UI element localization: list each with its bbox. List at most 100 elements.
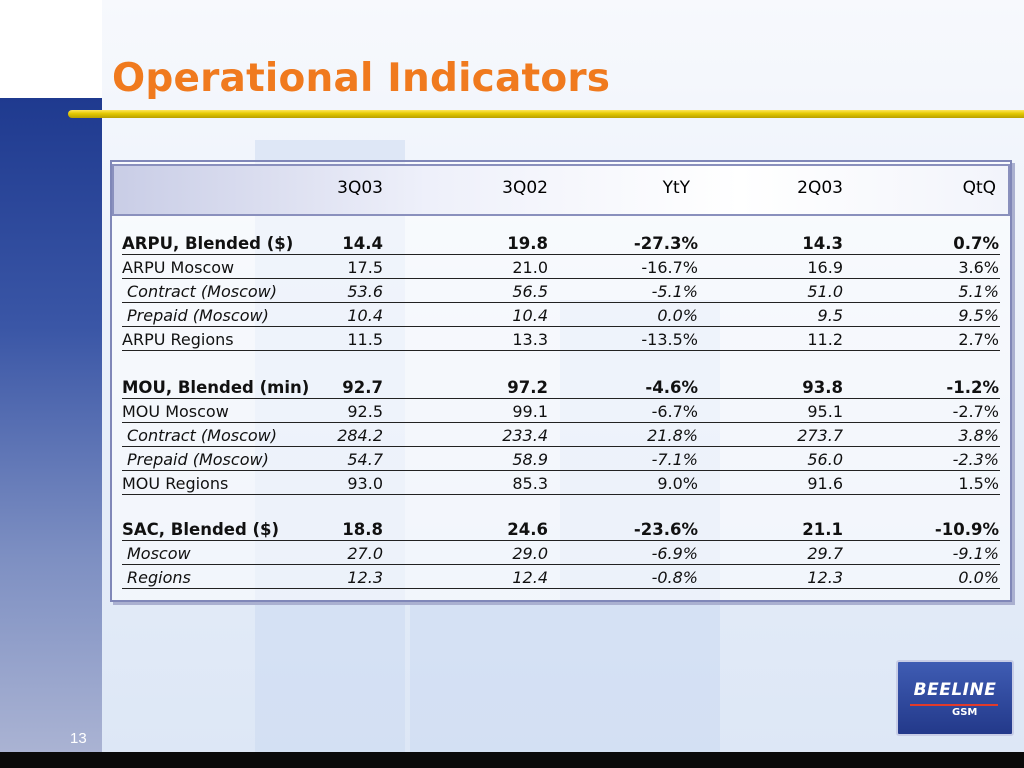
cell-2q03: 12.3 bbox=[807, 568, 843, 587]
cell-qtq: 1.5% bbox=[958, 474, 999, 493]
indicators-table-panel bbox=[110, 160, 1012, 602]
cell-qtq: -10.9% bbox=[934, 520, 999, 539]
cell-3q03: 284.2 bbox=[337, 426, 383, 445]
row-underline bbox=[548, 540, 698, 541]
table-row: MOU, Blended (min) 92.7 97.2 -4.6% 93.8 -1.2% bbox=[0, 376, 1024, 400]
row-underline bbox=[843, 494, 1000, 495]
title-underline-bar bbox=[68, 110, 1024, 118]
cell-2q03: 16.9 bbox=[807, 258, 843, 277]
cell-3q03: 11.5 bbox=[347, 330, 383, 349]
cell-qtq: -2.7% bbox=[952, 402, 999, 421]
bottom-bar bbox=[0, 752, 1024, 768]
row-label: Prepaid (Moscow) bbox=[127, 450, 269, 469]
row-underline bbox=[122, 326, 384, 327]
row-underline bbox=[548, 494, 698, 495]
row-underline bbox=[122, 350, 384, 351]
row-underline bbox=[548, 422, 698, 423]
cell-3q02: 99.1 bbox=[512, 402, 548, 421]
row-underline bbox=[548, 302, 698, 303]
row-underline bbox=[548, 446, 698, 447]
row-label: Regions bbox=[127, 568, 191, 587]
cell-qtq: 5.1% bbox=[958, 282, 999, 301]
row-underline bbox=[548, 588, 698, 589]
cell-yty: -23.6% bbox=[633, 520, 698, 539]
table-row: Prepaid (Moscow) 54.7 58.9 -7.1% 56.0 -2.3% bbox=[0, 448, 1024, 472]
table-row: MOU Regions 93.0 85.3 9.0% 91.6 1.5% bbox=[0, 472, 1024, 496]
table-row: Moscow 27.0 29.0 -6.9% 29.7 -9.1% bbox=[0, 542, 1024, 566]
cell-3q03: 18.8 bbox=[342, 520, 383, 539]
row-underline bbox=[122, 254, 384, 255]
table-row: ARPU Regions 11.5 13.3 -13.5% 11.2 2.7% bbox=[0, 328, 1024, 352]
row-underline bbox=[698, 398, 843, 399]
logo-red-line bbox=[910, 704, 998, 706]
table-row: ARPU, Blended ($) 14.4 19.8 -27.3% 14.3 0.7% bbox=[0, 232, 1024, 256]
row-underline bbox=[122, 494, 384, 495]
cell-yty: -4.6% bbox=[645, 378, 698, 397]
cell-qtq: 2.7% bbox=[958, 330, 999, 349]
row-underline bbox=[122, 422, 384, 423]
row-label: Contract (Moscow) bbox=[127, 426, 277, 445]
row-label: ARPU Regions bbox=[122, 330, 234, 349]
row-underline bbox=[384, 494, 548, 495]
table-row: Contract (Moscow) 53.6 56.5 -5.1% 51.0 5.1% bbox=[0, 280, 1024, 304]
cell-yty: -13.5% bbox=[641, 330, 698, 349]
row-underline bbox=[384, 470, 548, 471]
row-underline bbox=[698, 350, 843, 351]
cell-yty: -6.9% bbox=[651, 544, 698, 563]
column-header-qtq: QtQ bbox=[962, 178, 996, 198]
row-underline bbox=[548, 254, 698, 255]
cell-3q03: 53.6 bbox=[347, 282, 383, 301]
cell-3q02: 24.6 bbox=[507, 520, 548, 539]
row-underline bbox=[384, 254, 548, 255]
cell-3q03: 27.0 bbox=[347, 544, 383, 563]
cell-qtq: -2.3% bbox=[952, 450, 999, 469]
cell-3q03: 92.7 bbox=[342, 378, 383, 397]
cell-qtq: 3.8% bbox=[958, 426, 999, 445]
row-underline bbox=[384, 302, 548, 303]
row-underline bbox=[122, 540, 384, 541]
cell-qtq: 9.5% bbox=[958, 306, 999, 325]
row-underline bbox=[384, 350, 548, 351]
cell-qtq: -9.1% bbox=[952, 544, 999, 563]
row-underline bbox=[384, 278, 548, 279]
cell-2q03: 93.8 bbox=[802, 378, 843, 397]
row-underline bbox=[843, 254, 1000, 255]
row-underline bbox=[698, 540, 843, 541]
row-underline bbox=[843, 350, 1000, 351]
row-underline bbox=[122, 588, 384, 589]
column-header-2q03: 2Q03 bbox=[797, 178, 843, 198]
row-underline bbox=[384, 588, 548, 589]
background-block bbox=[410, 600, 560, 760]
row-underline bbox=[843, 398, 1000, 399]
cell-3q03: 93.0 bbox=[347, 474, 383, 493]
cell-yty: -27.3% bbox=[633, 234, 698, 253]
cell-2q03: 273.7 bbox=[797, 426, 843, 445]
cell-qtq: 3.6% bbox=[958, 258, 999, 277]
cell-2q03: 56.0 bbox=[807, 450, 843, 469]
left-gradient-band bbox=[0, 98, 102, 752]
cell-3q02: 19.8 bbox=[507, 234, 548, 253]
row-underline bbox=[843, 564, 1000, 565]
cell-qtq: -1.2% bbox=[946, 378, 999, 397]
row-label: MOU, Blended (min) bbox=[122, 378, 310, 397]
beeline-logo: BEELINE GSM bbox=[896, 660, 1014, 736]
row-underline bbox=[843, 470, 1000, 471]
table-row: ARPU Moscow 17.5 21.0 -16.7% 16.9 3.6% bbox=[0, 256, 1024, 280]
row-underline bbox=[698, 470, 843, 471]
cell-3q02: 29.0 bbox=[512, 544, 548, 563]
row-underline bbox=[698, 278, 843, 279]
column-header-yty: YtY bbox=[662, 178, 690, 198]
row-underline bbox=[122, 470, 384, 471]
cell-2q03: 51.0 bbox=[807, 282, 843, 301]
cell-3q02: 21.0 bbox=[512, 258, 548, 277]
cell-yty: 21.8% bbox=[647, 426, 698, 445]
cell-3q02: 13.3 bbox=[512, 330, 548, 349]
table-header-box bbox=[112, 164, 1010, 216]
row-underline bbox=[548, 326, 698, 327]
table-row: MOU Moscow 92.5 99.1 -6.7% 95.1 -2.7% bbox=[0, 400, 1024, 424]
cell-qtq: 0.7% bbox=[953, 234, 999, 253]
column-header-3q02: 3Q02 bbox=[502, 178, 548, 198]
row-underline bbox=[384, 398, 548, 399]
cell-yty: 0.0% bbox=[657, 306, 698, 325]
row-underline bbox=[548, 350, 698, 351]
